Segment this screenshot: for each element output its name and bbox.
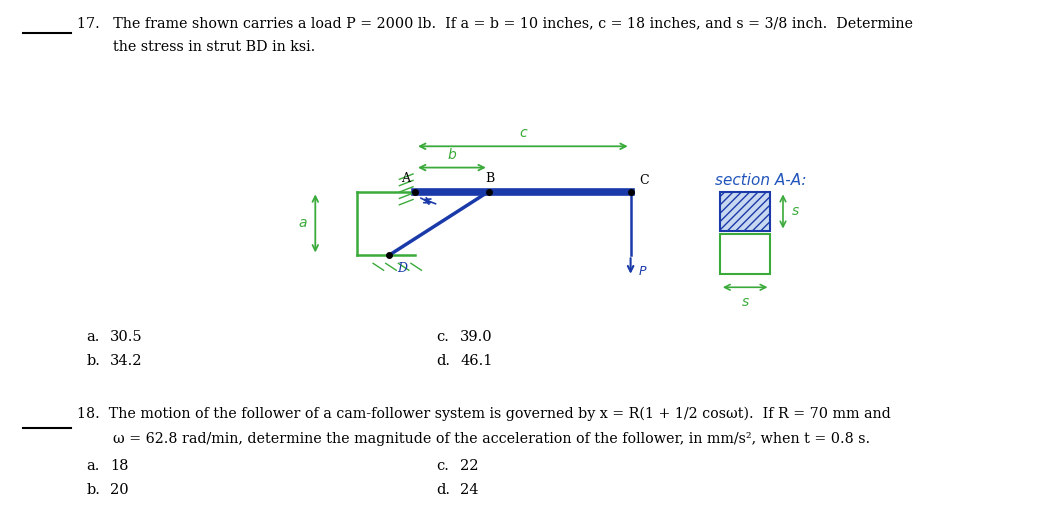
Text: d.: d. [436,483,450,497]
Text: a: a [298,217,307,230]
Text: C: C [639,174,648,187]
Text: the stress in strut BD in ksi.: the stress in strut BD in ksi. [77,40,315,54]
Text: 46.1: 46.1 [460,354,493,368]
Text: 39.0: 39.0 [460,330,493,344]
Text: c.: c. [436,330,449,344]
Text: s: s [742,295,748,309]
Text: B: B [486,172,495,185]
Text: b: b [448,148,456,162]
Bar [720,192,770,231]
Text: 18: 18 [110,459,129,472]
Text: 18.  The motion of the follower of a cam-follower system is governed by x = R(1 : 18. The motion of the follower of a cam-… [77,407,890,421]
Text: c: c [519,126,527,140]
Text: 30.5: 30.5 [110,330,143,344]
Text: 22: 22 [460,459,479,472]
Text: ω = 62.8 rad/min, determine the magnitude of the acceleration of the follower, i: ω = 62.8 rad/min, determine the magnitud… [77,432,870,446]
Text: b.: b. [86,483,100,497]
Bar [720,234,770,274]
Text: 20: 20 [110,483,129,497]
Text: 24: 24 [460,483,479,497]
Text: s: s [791,204,799,219]
Text: 34.2: 34.2 [110,354,143,368]
Text: 17.   The frame shown carries a load P = 2000 lb.  If a = b = 10 inches, c = 18 : 17. The frame shown carries a load P = 2… [77,16,912,30]
Text: d.: d. [436,354,450,368]
Text: a.: a. [86,459,100,472]
Text: a.: a. [86,330,100,344]
Text: D: D [397,262,408,275]
Text: section A-A:: section A-A: [715,173,806,188]
Text: c.: c. [436,459,449,472]
Text: A: A [400,172,410,185]
Text: b.: b. [86,354,100,368]
Text: P: P [639,265,646,278]
